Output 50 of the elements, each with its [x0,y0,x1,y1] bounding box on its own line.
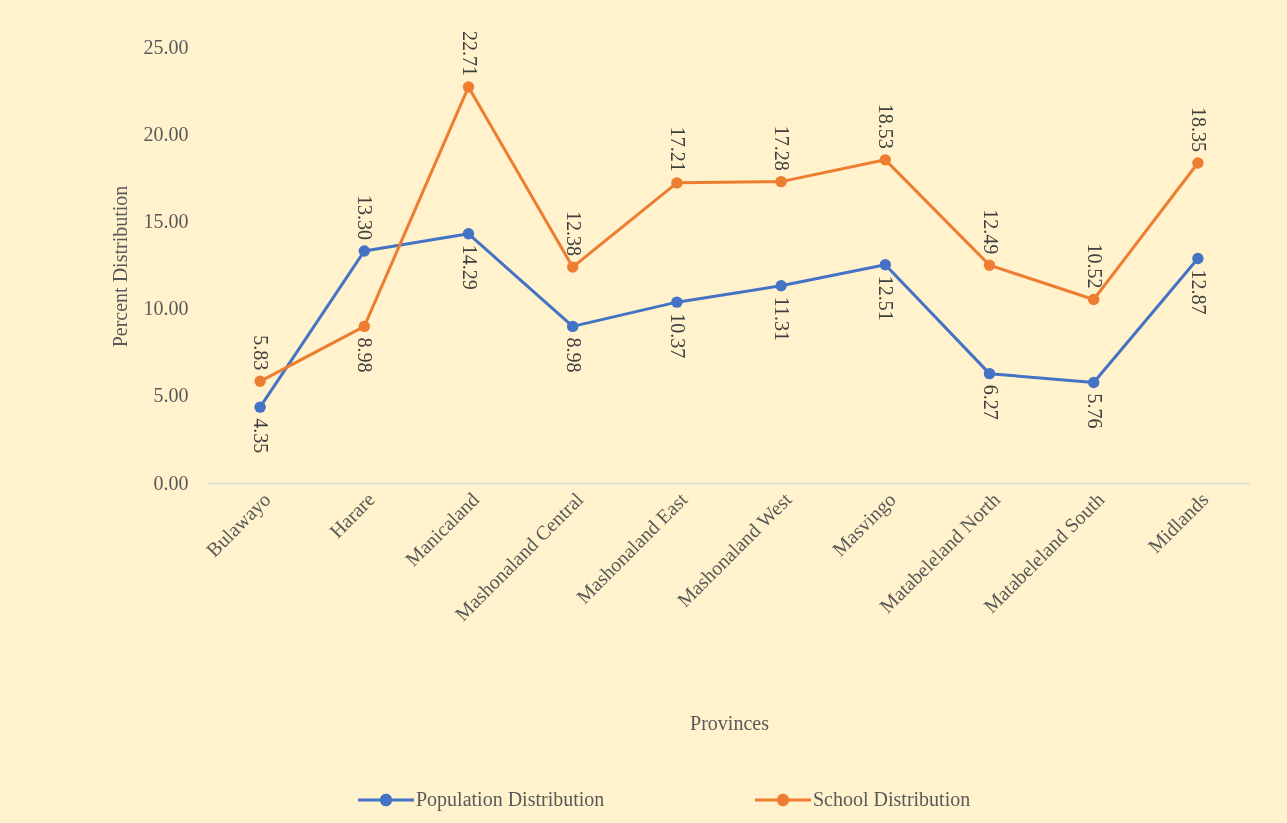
data-label: 10.52 [1083,243,1106,289]
point [1192,157,1204,169]
data-label: 17.28 [771,125,794,171]
point [358,245,370,257]
data-label: 10.37 [666,313,689,359]
y-tick-label: 0.00 [153,471,189,494]
point [775,280,787,292]
point [358,320,370,333]
point [671,296,683,308]
point [983,259,996,271]
point [1088,293,1100,306]
x-axis-title: Provinces [690,711,770,734]
point [254,375,266,388]
point [462,81,475,93]
data-label: 8.98 [562,337,585,373]
point [983,367,996,380]
y-tick-label: 10.00 [143,297,189,320]
point [879,154,891,166]
data-label: 8.98 [354,337,377,373]
data-label: 12.87 [1187,269,1210,315]
data-label: 6.27 [979,384,1002,420]
point [671,177,683,189]
point [1192,252,1204,265]
data-label: 18.53 [875,103,898,149]
y-axis-title: Percent Distribution [108,185,131,348]
data-label: 12.38 [562,211,585,257]
data-label: 5.76 [1083,393,1106,429]
data-label: 18.35 [1187,106,1210,152]
data-label: 13.30 [354,195,377,241]
point [567,261,579,273]
data-label: 11.31 [771,296,794,342]
data-label: 17.21 [666,126,689,172]
y-tick-label: 25.00 [143,35,189,58]
point [879,259,891,271]
point [462,228,475,240]
y-tick-label: 20.00 [143,122,189,145]
data-label: 5.83 [250,335,273,371]
data-label: 12.51 [875,275,898,321]
legend-label: Population Distribution [416,788,605,811]
point [254,401,266,413]
point [775,175,787,188]
y-tick-label: 5.00 [153,384,189,407]
point [567,320,579,333]
data-label: 22.71 [458,30,481,76]
data-label: 4.35 [250,418,273,454]
data-label: 12.49 [979,209,1002,255]
data-label: 14.29 [458,244,481,290]
point [1088,376,1100,389]
y-tick-label: 15.00 [143,209,189,232]
legend-label: School Distribution [813,788,971,810]
